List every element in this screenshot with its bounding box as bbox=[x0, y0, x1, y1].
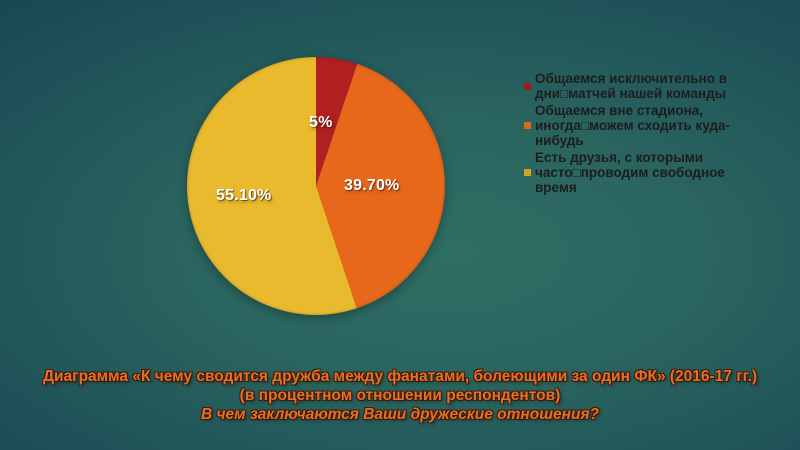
caption-line-1: Диаграмма «К чему сводится дружба между … bbox=[42, 368, 758, 385]
legend-label: Общаемся вне стадиона, иногда□можем сход… bbox=[535, 103, 730, 148]
legend-marker-orange-icon bbox=[524, 122, 531, 129]
legend-item: Общаемся исключительно в дни□матчей наше… bbox=[524, 71, 749, 101]
caption-line-2: (в процентном отношении респондентов) bbox=[239, 387, 561, 404]
pie-slice-label-orange: 39.70% bbox=[344, 177, 400, 194]
legend-item: Есть друзья, с которыми часто□проводим с… bbox=[524, 150, 749, 195]
chart-caption: Диаграмма «К чему сводится дружба между … bbox=[0, 367, 800, 424]
legend-label: Общаемся исключительно в дни□матчей наше… bbox=[535, 71, 728, 101]
legend-marker-yellow-icon bbox=[524, 169, 531, 176]
pie-chart bbox=[187, 57, 445, 315]
pie-slice-label-red: 5% bbox=[309, 114, 333, 131]
legend-label: Есть друзья, с которыми часто□проводим с… bbox=[535, 150, 725, 195]
pie-slice-label-yellow: 55.10% bbox=[216, 187, 272, 204]
chart-legend: Общаемся исключительно в дни□матчей наше… bbox=[524, 71, 749, 197]
caption-question: В чем заключаются Ваши дружеские отношен… bbox=[200, 406, 600, 423]
legend-item: Общаемся вне стадиона, иногда□можем сход… bbox=[524, 103, 749, 148]
legend-marker-red-icon bbox=[524, 82, 531, 90]
